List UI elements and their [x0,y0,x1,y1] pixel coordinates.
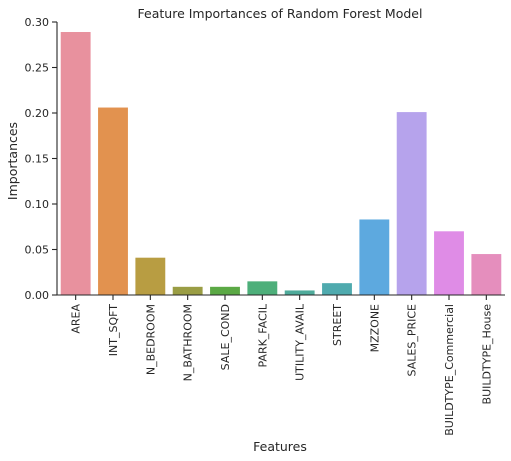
bar-street [322,283,352,295]
x-tick-label: PARK_FACIL [256,303,269,367]
bar-n-bathroom [172,286,203,295]
y-tick-label: 0.20 [25,107,50,120]
x-tick-label: BUILDTYPE_House [480,304,493,405]
bar-n-bedroom [135,257,166,295]
y-tick-label: 0.10 [25,198,50,211]
x-axis-label: Features [253,439,307,454]
bar-buildtype-commercial [434,231,464,295]
y-axis-ticks: 0.00 0.05 0.10 0.15 0.20 0.25 0.30 [25,16,57,302]
chart-title: Feature Importances of Random Forest Mod… [138,6,423,21]
y-axis-label: Importances [5,122,20,200]
x-tick-label: BUILDTYPE_Commercial [443,304,456,436]
x-tick-label: MZZONE [368,304,381,352]
x-tick-label: UTILITY_AVAIL [294,303,307,381]
y-tick-label: 0.05 [25,244,50,257]
bar-area [60,32,91,295]
x-axis-ticks: AREA INT_SQFT N_BEDROOM N_BATHROOM SALE_COND… [70,295,493,436]
bar-mzzone [359,219,390,295]
y-tick-label: 0.25 [25,62,50,75]
x-tick-label: STREET [331,304,344,346]
x-tick-label: N_BEDROOM [144,304,157,375]
y-tick-label: 0.15 [25,153,50,166]
x-tick-label: AREA [70,304,83,334]
bars-group [60,32,502,295]
bar-buildtype-house [471,254,502,295]
x-tick-label: INT_SQFT [107,304,120,356]
bar-int-sqft [98,107,128,295]
bar-sale-cond [210,286,240,295]
y-tick-label: 0.30 [25,16,50,29]
x-tick-label: N_BATHROOM [182,304,195,381]
bar-park-facil [247,281,278,295]
bar-sales-price [396,112,427,295]
y-tick-label: 0.00 [25,289,50,302]
x-tick-label: SALE_COND [219,304,232,370]
bar-utility-avail [284,290,315,295]
x-tick-label: SALES_PRICE [406,304,419,376]
